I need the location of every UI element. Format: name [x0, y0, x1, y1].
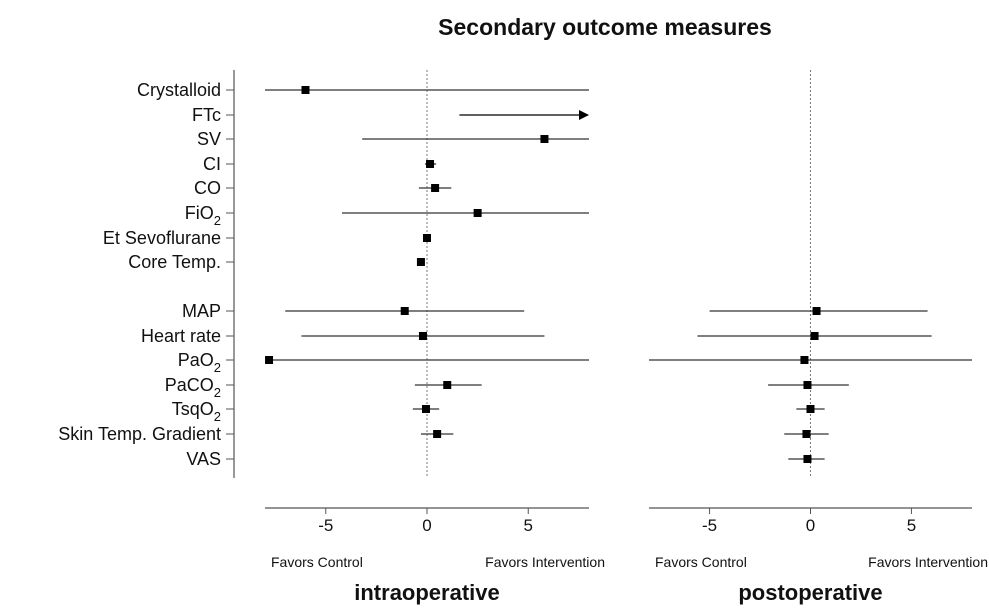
row-label-subscript: 2: [214, 360, 221, 375]
row-label-ftc: FTc: [192, 105, 221, 125]
favors-control-label: Favors Control: [271, 554, 363, 570]
panel-intraoperative: -5 0 5 Favors Control Favors Intervention int…: [265, 70, 605, 605]
row-label-ci: CI: [203, 154, 221, 174]
row-label-text: TsqO: [172, 399, 214, 419]
estimate-point-core-temp: [416, 258, 425, 266]
estimate-point-tsqo2: [806, 405, 815, 413]
estimate-point-pao2: [265, 356, 274, 364]
row-label-vas: VAS: [186, 449, 221, 469]
row-label-text: Crystalloid: [137, 80, 221, 100]
row-label-text: SV: [197, 129, 221, 149]
estimate-point-sv: [540, 135, 549, 143]
estimate-point-paco2: [443, 381, 452, 389]
row-label-subscript: 2: [214, 213, 221, 228]
row-label-text: CO: [194, 178, 221, 198]
row-label-text: Heart rate: [141, 326, 221, 346]
panel-title-intraoperative: intraoperative: [354, 580, 500, 605]
x-tick-label: 5: [524, 516, 533, 535]
panel-postoperative: -5 0 5 Favors Control Favors Intervention pos…: [649, 70, 988, 605]
x-tick-label: 0: [806, 516, 815, 535]
estimate-point-crystalloid: [301, 86, 310, 94]
row-label-et-sevoflurane: Et Sevoflurane: [103, 228, 221, 248]
estimate-point-pao2: [800, 356, 809, 364]
estimate-point-vas: [803, 455, 812, 463]
favors-intervention-label: Favors Intervention: [485, 554, 605, 570]
row-label-fio2: FiO2: [185, 203, 221, 228]
row-label-text: Core Temp.: [128, 252, 221, 272]
row-label-crystalloid: Crystalloid: [137, 80, 221, 100]
row-label-subscript: 2: [214, 409, 221, 424]
estimate-point-map: [400, 307, 409, 315]
row-label-sv: SV: [197, 129, 221, 149]
row-label-skin-temp-gradient: Skin Temp. Gradient: [58, 424, 221, 444]
estimate-point-skin-temp-gradient: [433, 430, 442, 438]
estimate-point-co: [431, 184, 440, 192]
row-label-text: FTc: [192, 105, 221, 125]
estimate-point-heart-rate: [810, 332, 819, 340]
estimate-point-tsqo2: [421, 405, 430, 413]
favors-control-label: Favors Control: [655, 554, 747, 570]
favors-intervention-label: Favors Intervention: [868, 554, 988, 570]
row-label-text: Skin Temp. Gradient: [58, 424, 221, 444]
row-label-text: PaO: [178, 350, 214, 370]
row-label-text: PaCO: [165, 375, 214, 395]
estimate-point-paco2: [803, 381, 812, 389]
row-label-map: MAP: [182, 301, 221, 321]
x-tick-label: -5: [702, 516, 717, 535]
row-label-text: CI: [203, 154, 221, 174]
row-label-text: Et Sevoflurane: [103, 228, 221, 248]
row-label-text: MAP: [182, 301, 221, 321]
estimate-point-et-sevoflurane: [423, 234, 431, 242]
x-tick-label: 0: [422, 516, 431, 535]
row-label-pao2: PaO2: [178, 350, 221, 375]
estimate-point-map: [812, 307, 821, 315]
estimate-point-skin-temp-gradient: [802, 430, 811, 438]
row-label-core-temp: Core Temp.: [128, 252, 221, 272]
estimate-point-ci: [426, 160, 435, 168]
row-label-text: FiO: [185, 203, 214, 223]
chart-title: Secondary outcome measures: [438, 14, 772, 40]
row-label-co: CO: [194, 178, 221, 198]
row-label-paco2: PaCO2: [165, 375, 221, 400]
x-tick-label: 5: [907, 516, 916, 535]
x-tick-label: -5: [318, 516, 333, 535]
row-label-tsqo2: TsqO2: [172, 399, 221, 424]
row-label-heart-rate: Heart rate: [141, 326, 221, 346]
row-label-text: VAS: [186, 449, 221, 469]
estimate-point-fio2: [473, 209, 482, 217]
row-label-subscript: 2: [214, 385, 221, 400]
estimate-point-heart-rate: [418, 332, 427, 340]
panel-title-postoperative: postoperative: [738, 580, 882, 605]
